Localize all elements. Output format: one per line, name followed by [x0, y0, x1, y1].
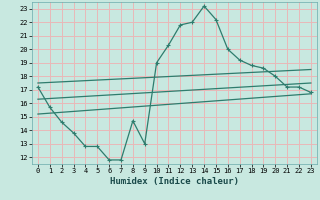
X-axis label: Humidex (Indice chaleur): Humidex (Indice chaleur): [110, 177, 239, 186]
